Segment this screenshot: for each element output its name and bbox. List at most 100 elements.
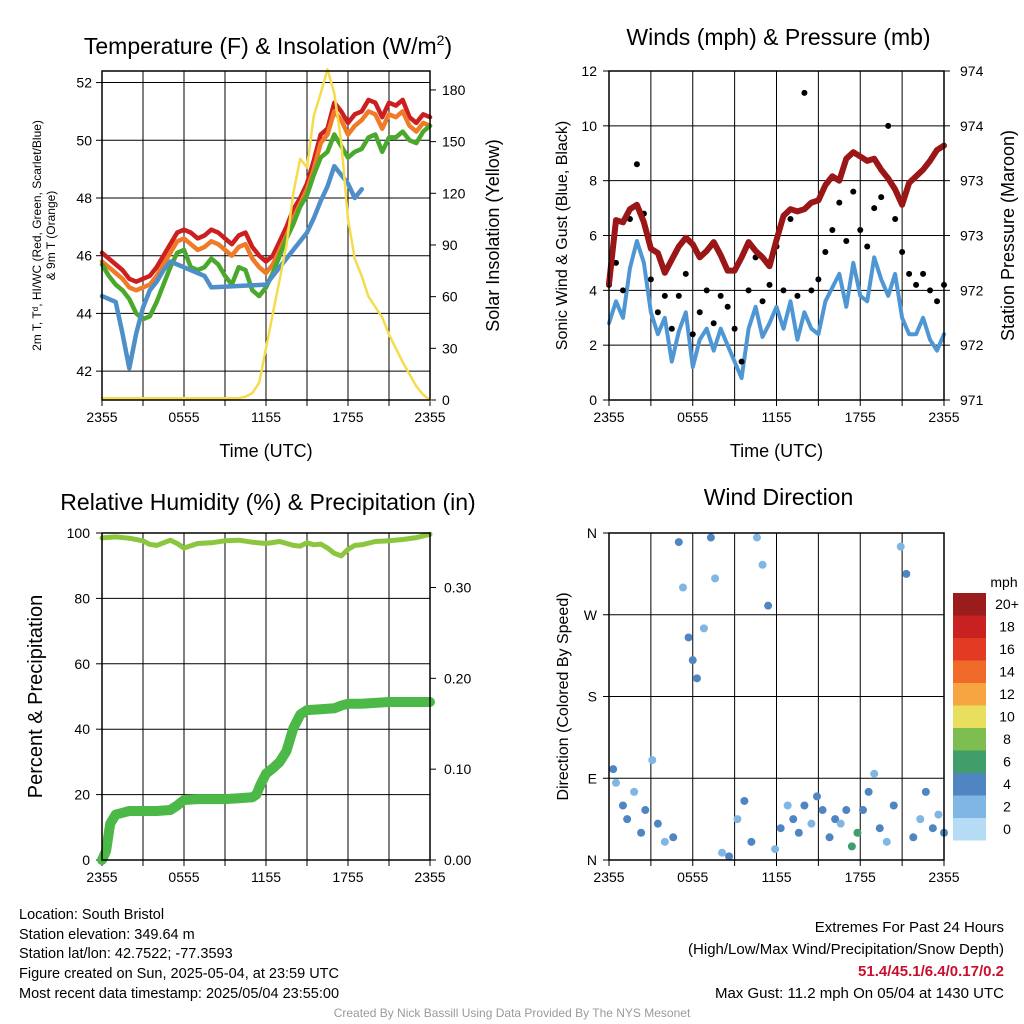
rh-ytick-label: 80: [74, 590, 90, 606]
dir-point: [807, 819, 816, 828]
dir-ytick-label: E: [588, 770, 597, 786]
wind-ylabel: Sonic Wind & Gust (Blue, Black): [554, 121, 571, 350]
wind-ytick-label: 6: [589, 228, 597, 244]
wind-gust-point: [934, 298, 941, 305]
colorbar-swatch: [953, 660, 986, 683]
wind-y2label-text: Station Pressure (Maroon): [998, 130, 1018, 341]
wind-title: Winds (mph) & Pressure (mb): [626, 24, 930, 50]
rh-series-rh: [99, 531, 433, 559]
wind-ytick-label: 0: [589, 392, 597, 408]
wind-xtick-label: 1155: [761, 409, 791, 425]
temp-y2label-text: Solar Insolation (Yellow): [483, 139, 503, 331]
temp-ytick-label: 42: [76, 363, 92, 379]
temp-y2label: Solar Insolation (Yellow): [483, 139, 503, 331]
dir-point: [637, 828, 646, 837]
colorbar-swatch: [953, 638, 986, 661]
wind-gust-point: [780, 287, 787, 294]
temp-ylabel-line2: & 9m T (Orange): [44, 191, 58, 281]
temp-series-temp: [99, 97, 433, 284]
colorbar-title: mph: [990, 574, 1017, 590]
wind-gust-point: [787, 216, 794, 223]
rh-xtick-label: 0555: [168, 869, 199, 885]
wind-gust-point: [906, 270, 913, 277]
extremes-subtitle: (High/Low/Max Wind/Precipitation/Snow De…: [688, 941, 1004, 958]
dir-point: [611, 778, 620, 787]
dir-point: [875, 824, 884, 833]
dir-point: [836, 819, 845, 828]
wind-y2tick-label: 974: [960, 63, 984, 79]
dir-point: [783, 801, 792, 810]
colorbar-label: 18: [999, 619, 1015, 635]
wind-gust-point: [745, 287, 752, 294]
dir-point: [688, 656, 697, 665]
temp-y2tick-label: 120: [442, 185, 466, 201]
colorbar-swatch: [953, 773, 986, 796]
temp-xtick-label: 2355: [86, 409, 117, 425]
wind-gust-point: [682, 270, 689, 277]
dir-point: [764, 601, 773, 610]
rh-y2tick-label: 0.30: [444, 580, 471, 596]
temp-series-solar: [100, 68, 432, 402]
colorbar-label: 14: [999, 664, 1015, 680]
wind-gust-point: [815, 276, 822, 283]
temp-y2tick-label: 180: [442, 82, 466, 98]
rh-plot-frame: [101, 532, 431, 861]
dir-point: [825, 833, 834, 842]
dir-point: [847, 842, 856, 851]
wind-y2tick-label: 974: [960, 118, 984, 134]
dir-point: [896, 542, 905, 551]
wind-gust-point: [857, 227, 864, 234]
wind-gust-point: [717, 292, 724, 299]
rh-title: Relative Humidity (%) & Precipitation (i…: [60, 489, 475, 515]
wind-gust-point: [759, 298, 766, 305]
dir-point: [794, 828, 803, 837]
wind-gust-point: [724, 303, 731, 310]
rh-y2tick-label: 0.00: [444, 852, 471, 868]
dir-ytick-label: S: [588, 689, 597, 705]
wind-gust-point: [864, 243, 871, 250]
colorbar-label: 10: [999, 709, 1015, 725]
temp-y2tick-label: 60: [442, 289, 458, 305]
dir-point: [864, 787, 873, 796]
rh-chart: 2355 0555 1155 1755 23550204060801000.000.10…: [25, 489, 476, 885]
rh-y2tick-label: 0.10: [444, 761, 471, 777]
temp-xtick-label: 2355: [414, 409, 445, 425]
wind-gust-point: [654, 309, 661, 316]
wind-gust-point: [675, 292, 682, 299]
temp-ytick-label: 52: [76, 75, 92, 91]
colorbar-swatch: [953, 593, 986, 616]
wind-ytick-label: 12: [581, 63, 597, 79]
dir-plot-frame: [608, 532, 945, 861]
temp-title: Temperature (F) & Insolation (W/m2): [84, 32, 452, 59]
wind-gust-point: [661, 292, 668, 299]
temp-y2tick-label: 150: [442, 134, 466, 150]
wind-xtick-label: 2355: [928, 409, 959, 425]
wind-gust-point: [836, 199, 843, 206]
wind-ytick-label: 10: [581, 118, 597, 134]
colorbar-label: 0: [1003, 821, 1011, 837]
wind-gust-point: [766, 281, 773, 288]
temp-y2tick-label: 0: [442, 392, 450, 408]
dir-point: [641, 806, 650, 815]
wind-gust-point: [633, 161, 640, 168]
wind-gust-point: [871, 205, 878, 212]
colorbar-label: 4: [1003, 776, 1011, 792]
temp-series-temp9m: [99, 109, 433, 293]
rh-ytick-label: 100: [67, 525, 91, 541]
station-location: Location: South Bristol: [19, 907, 165, 923]
dir-point: [674, 538, 683, 547]
wind-gust-point: [843, 237, 850, 244]
rh-y2tick-label: 0.20: [444, 670, 471, 686]
station-elevation: Station elevation: 349.64 m: [19, 926, 195, 943]
rh-xtick-label: 2355: [86, 869, 117, 885]
wind-y2tick-label: 972: [960, 337, 984, 353]
wind-gust-point: [850, 188, 857, 195]
dir-point: [909, 833, 918, 842]
rh-ylabel: Percent & Precipitation: [25, 595, 47, 798]
dir-ytick-label: N: [587, 525, 597, 541]
temp-series-windchill: [99, 123, 433, 322]
dir-title: Wind Direction: [704, 484, 854, 510]
dir-point: [669, 833, 678, 842]
dir-point: [740, 796, 749, 805]
rh-ylabel-text: Percent & Precipitation: [25, 595, 47, 798]
